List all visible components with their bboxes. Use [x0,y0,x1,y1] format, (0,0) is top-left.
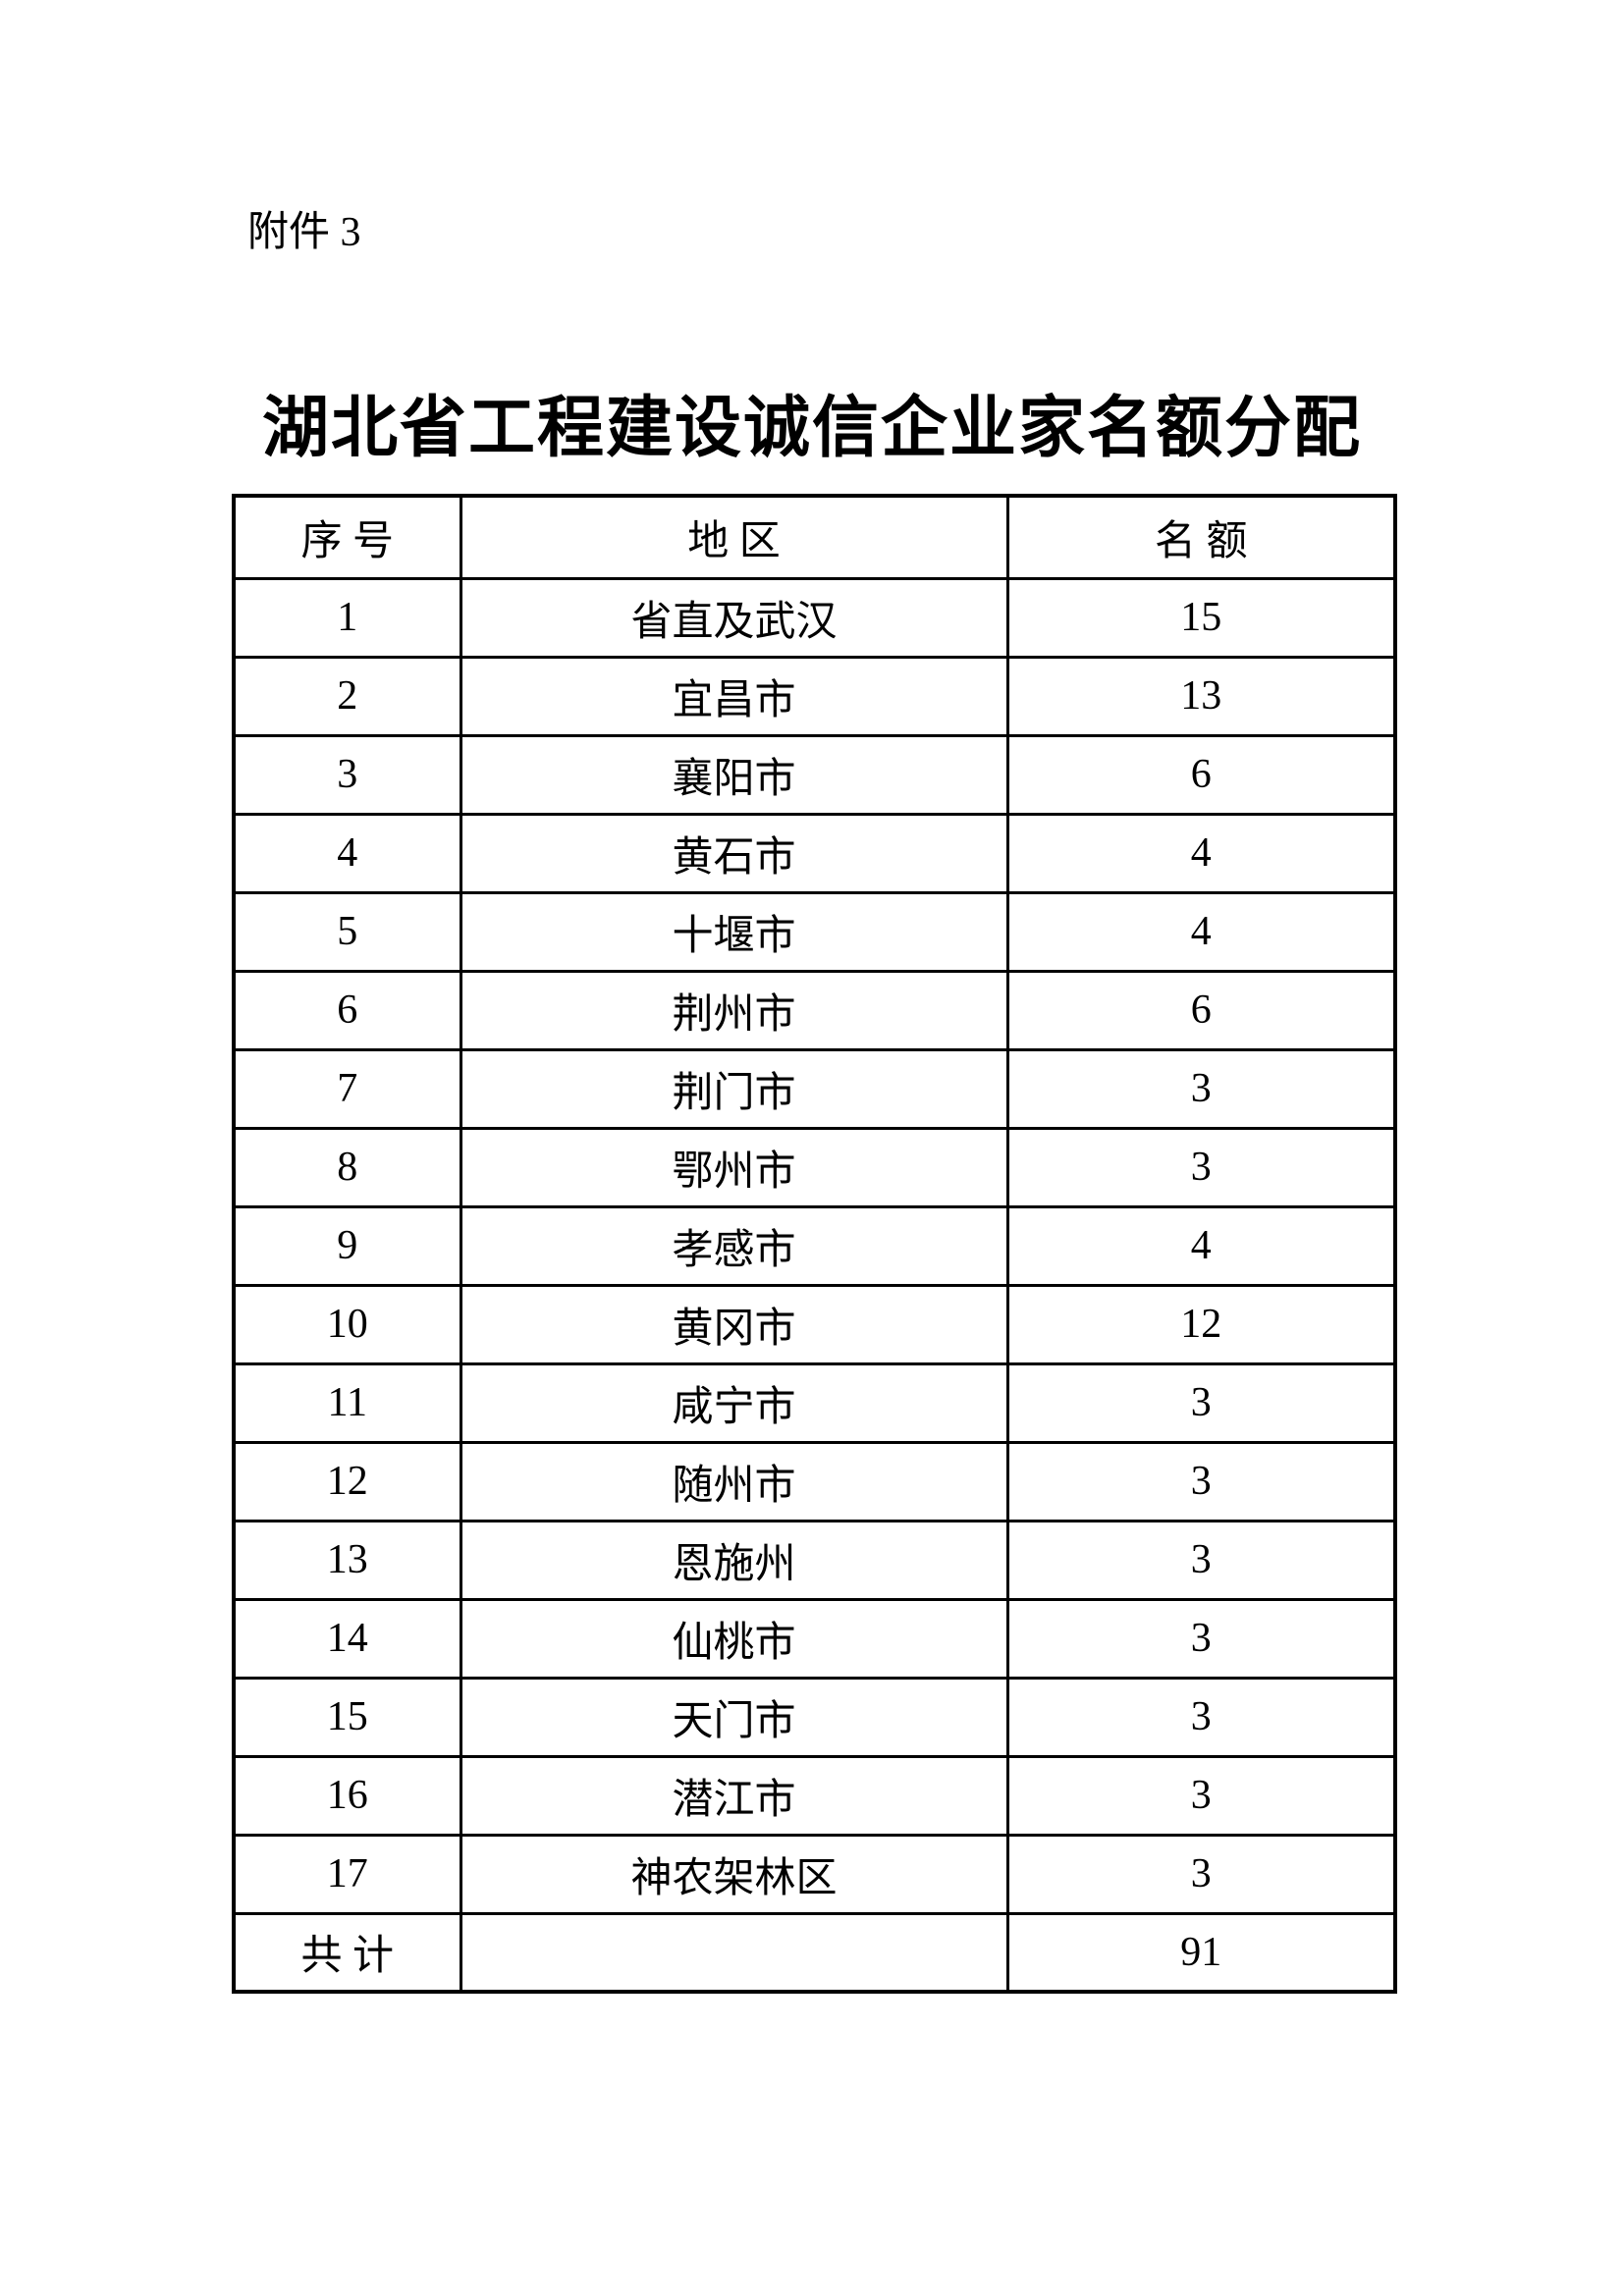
table-row: 13 恩施州 3 [232,1519,1397,1601]
cell-region: 黄石市 [459,812,1009,894]
cell-quota: 4 [1005,1204,1397,1287]
table-row: 4 黄石市 4 [232,812,1397,894]
total-region-cell [459,1911,1009,1994]
cell-no: 1 [232,576,462,659]
cell-no: 9 [232,1204,462,1287]
table-row: 15 天门市 3 [232,1676,1397,1758]
cell-quota: 13 [1005,655,1397,737]
table-header-row: 序 号 地 区 名 额 [232,494,1397,580]
table-row: 1 省直及武汉 15 [232,576,1397,659]
cell-region: 鄂州市 [459,1126,1009,1208]
cell-quota: 6 [1005,733,1397,816]
table-row: 14 仙桃市 3 [232,1597,1397,1680]
table-row: 7 荆门市 3 [232,1047,1397,1130]
cell-region: 随州市 [459,1440,1009,1522]
header-cell-region: 地 区 [459,494,1009,580]
cell-region: 十堰市 [459,890,1009,973]
cell-no: 6 [232,969,462,1051]
cell-no: 5 [232,890,462,973]
cell-region: 孝感市 [459,1204,1009,1287]
cell-quota: 15 [1005,576,1397,659]
header-cell-no: 序 号 [232,494,462,580]
header-cell-quota: 名 额 [1005,494,1397,580]
cell-region: 襄阳市 [459,733,1009,816]
cell-no: 8 [232,1126,462,1208]
cell-quota: 3 [1005,1519,1397,1601]
table-row: 10 黄冈市 12 [232,1283,1397,1365]
table-row: 3 襄阳市 6 [232,733,1397,816]
cell-quota: 3 [1005,1833,1397,1915]
cell-region: 宜昌市 [459,655,1009,737]
total-label-cell: 共 计 [232,1911,462,1994]
cell-no: 13 [232,1519,462,1601]
cell-quota: 3 [1005,1126,1397,1208]
cell-no: 15 [232,1676,462,1758]
cell-no: 10 [232,1283,462,1365]
cell-quota: 4 [1005,890,1397,973]
table-total-row: 共 计 91 [232,1911,1397,1994]
cell-quota: 3 [1005,1440,1397,1522]
cell-quota: 3 [1005,1754,1397,1837]
attachment-label: 附件 3 [247,210,361,255]
cell-quota: 3 [1005,1597,1397,1680]
document-title: 湖北省工程建设诚信企业家名额分配 [261,391,1362,465]
table-row: 12 随州市 3 [232,1440,1397,1522]
cell-region: 潜江市 [459,1754,1009,1837]
table-row: 6 荆州市 6 [232,969,1397,1051]
cell-quota: 4 [1005,812,1397,894]
cell-no: 7 [232,1047,462,1130]
table-row: 11 咸宁市 3 [232,1362,1397,1444]
cell-region: 仙桃市 [459,1597,1009,1680]
cell-no: 4 [232,812,462,894]
cell-no: 2 [232,655,462,737]
cell-region: 天门市 [459,1676,1009,1758]
cell-region: 荆州市 [459,969,1009,1051]
cell-quota: 12 [1005,1283,1397,1365]
total-quota-cell: 91 [1005,1911,1397,1994]
cell-no: 14 [232,1597,462,1680]
quota-table: 序 号 地 区 名 额 1 省直及武汉 15 2 宜昌市 13 3 襄阳市 6 … [232,494,1397,1994]
cell-no: 16 [232,1754,462,1837]
table-row: 16 潜江市 3 [232,1754,1397,1837]
cell-no: 11 [232,1362,462,1444]
cell-region: 神农架林区 [459,1833,1009,1915]
cell-quota: 3 [1005,1676,1397,1758]
cell-region: 省直及武汉 [459,576,1009,659]
cell-quota: 3 [1005,1047,1397,1130]
cell-quota: 3 [1005,1362,1397,1444]
cell-no: 12 [232,1440,462,1522]
table-row: 9 孝感市 4 [232,1204,1397,1287]
cell-region: 咸宁市 [459,1362,1009,1444]
cell-no: 3 [232,733,462,816]
cell-region: 荆门市 [459,1047,1009,1130]
table-row: 2 宜昌市 13 [232,655,1397,737]
cell-no: 17 [232,1833,462,1915]
table-row: 17 神农架林区 3 [232,1833,1397,1915]
table-row: 8 鄂州市 3 [232,1126,1397,1208]
cell-region: 恩施州 [459,1519,1009,1601]
cell-quota: 6 [1005,969,1397,1051]
table-row: 5 十堰市 4 [232,890,1397,973]
cell-region: 黄冈市 [459,1283,1009,1365]
